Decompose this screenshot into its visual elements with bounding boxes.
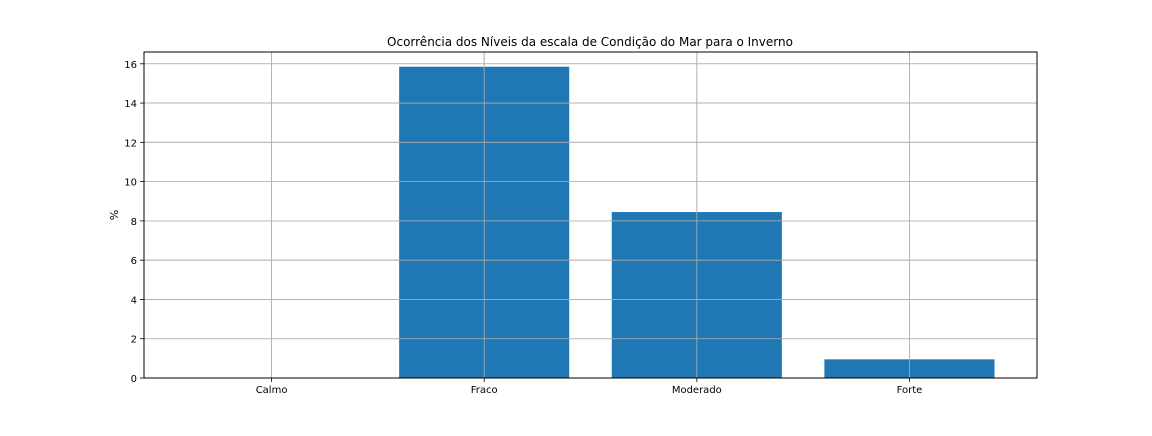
grid-layer (144, 52, 1037, 379)
bars-layer (144, 52, 1037, 379)
y-axis-label: % (108, 210, 121, 220)
y-tick-label: 10 (124, 178, 137, 189)
y-tick-label: 8 (131, 217, 137, 228)
ticks-layer: 0 2 4 6 8 10 12 14 16 Calmo Fraco Moderado Forte (124, 60, 922, 396)
y-tick-label: 16 (124, 60, 137, 71)
y-tick-label: 0 (131, 374, 137, 385)
x-tick-label: Calmo (256, 385, 288, 396)
x-tick-label: Moderado (672, 385, 722, 396)
x-tick-label: Forte (897, 385, 923, 396)
chart-title: Ocorrência dos Níveis da escala de Condi… (387, 35, 793, 49)
axes-layer (143, 51, 1038, 379)
y-tick-label: 12 (124, 138, 137, 149)
y-tick-label: 4 (131, 295, 137, 306)
y-tick-label: 6 (131, 256, 137, 267)
plot-frame (143, 51, 1038, 379)
y-tick-label: 14 (124, 99, 137, 110)
x-tick-label: Fraco (471, 385, 498, 396)
y-tick-label: 2 (131, 335, 137, 346)
